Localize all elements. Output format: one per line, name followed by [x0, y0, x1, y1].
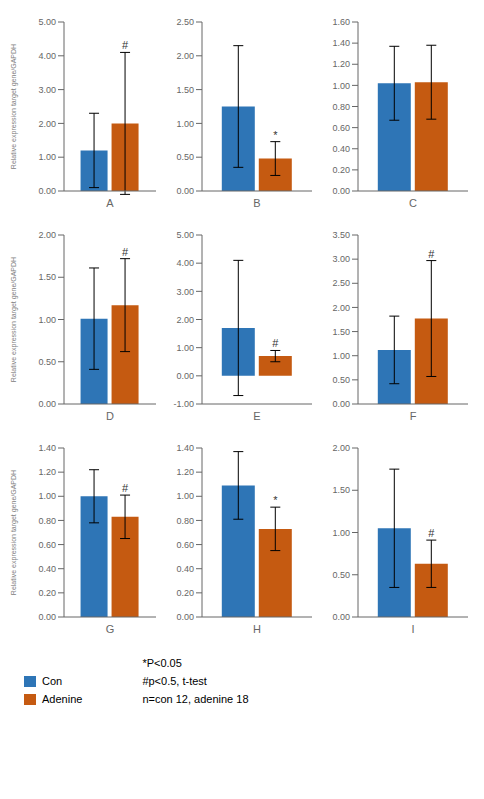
svg-text:0.50: 0.50 — [332, 570, 350, 580]
svg-text:1.00: 1.00 — [38, 315, 56, 325]
svg-text:0.40: 0.40 — [332, 144, 350, 154]
svg-text:1.00: 1.00 — [332, 81, 350, 91]
svg-text:0.20: 0.20 — [38, 588, 56, 598]
svg-text:D: D — [106, 410, 114, 422]
svg-text:0.80: 0.80 — [332, 102, 350, 112]
svg-text:1.00: 1.00 — [176, 343, 194, 353]
svg-text:H: H — [253, 623, 261, 635]
svg-text:0.20: 0.20 — [176, 588, 194, 598]
svg-text:1.50: 1.50 — [38, 272, 56, 282]
svg-text:3.50: 3.50 — [332, 230, 350, 240]
svg-text:1.00: 1.00 — [332, 528, 350, 538]
svg-text:5.00: 5.00 — [176, 230, 194, 240]
svg-text:1.50: 1.50 — [332, 327, 350, 337]
svg-text:F: F — [410, 410, 417, 422]
svg-text:2.00: 2.00 — [176, 51, 194, 61]
svg-text:3.00: 3.00 — [332, 254, 350, 264]
svg-text:Relative expression target gen: Relative expression target gene/GAPDH — [10, 44, 18, 169]
svg-text:2.50: 2.50 — [332, 278, 350, 288]
svg-text:1.00: 1.00 — [176, 119, 194, 129]
svg-text:3.00: 3.00 — [176, 287, 194, 297]
svg-text:2.00: 2.00 — [38, 230, 56, 240]
svg-text:0.00: 0.00 — [38, 399, 56, 409]
svg-text:0.50: 0.50 — [38, 357, 56, 367]
svg-text:1.00: 1.00 — [332, 351, 350, 361]
svg-text:0.00: 0.00 — [176, 186, 194, 196]
svg-text:4.00: 4.00 — [176, 258, 194, 268]
svg-text:1.20: 1.20 — [38, 467, 56, 477]
svg-text:0.00: 0.00 — [332, 399, 350, 409]
svg-text:Relative expression target gen: Relative expression target gene/GAPDH — [10, 470, 18, 595]
svg-text:0.60: 0.60 — [332, 123, 350, 133]
svg-text:1.00: 1.00 — [38, 491, 56, 501]
svg-text:4.00: 4.00 — [38, 51, 56, 61]
html-text:#p<0.5, t-test: #p<0.5, t-test — [142, 675, 207, 687]
svg-text:0.00: 0.00 — [176, 371, 194, 381]
svg-text:0.40: 0.40 — [38, 564, 56, 574]
svg-text:#: # — [272, 337, 279, 349]
svg-text:1.20: 1.20 — [332, 59, 350, 69]
svg-text:1.60: 1.60 — [332, 17, 350, 27]
svg-text:#: # — [428, 527, 435, 539]
svg-text:3.00: 3.00 — [38, 85, 56, 95]
html-text:n=con 12, adenine 18: n=con 12, adenine 18 — [142, 693, 249, 705]
svg-text:0.20: 0.20 — [332, 165, 350, 175]
svg-text:5.00: 5.00 — [38, 17, 56, 27]
svg-text:1.00: 1.00 — [38, 152, 56, 162]
svg-text:1.40: 1.40 — [332, 38, 350, 48]
svg-text:2.00: 2.00 — [176, 315, 194, 325]
svg-text:0.00: 0.00 — [332, 186, 350, 196]
svg-text:1.40: 1.40 — [38, 443, 56, 453]
svg-text:Relative expression target gen: Relative expression target gene/GAPDH — [10, 257, 18, 382]
svg-text:1.50: 1.50 — [176, 85, 194, 95]
svg-text:B: B — [253, 197, 260, 209]
svg-text:0.40: 0.40 — [176, 564, 194, 574]
svg-text:0.00: 0.00 — [38, 612, 56, 622]
svg-text:2.50: 2.50 — [176, 17, 194, 27]
svg-text:*: * — [273, 494, 278, 506]
svg-text:0.00: 0.00 — [176, 612, 194, 622]
svg-text:0.60: 0.60 — [38, 540, 56, 550]
svg-text:0.00: 0.00 — [332, 612, 350, 622]
html-text:Adenine: Adenine — [42, 693, 83, 705]
svg-text:C: C — [409, 197, 417, 209]
svg-text:0.50: 0.50 — [332, 375, 350, 385]
svg-text:I: I — [411, 623, 414, 635]
svg-text:#: # — [122, 39, 129, 51]
svg-text:G: G — [106, 623, 115, 635]
svg-text:*: * — [273, 129, 278, 141]
svg-text:1.20: 1.20 — [176, 467, 194, 477]
svg-text:#: # — [122, 246, 129, 258]
svg-text:0.60: 0.60 — [176, 540, 194, 550]
svg-text:2.00: 2.00 — [332, 443, 350, 453]
svg-text:0.80: 0.80 — [176, 516, 194, 526]
svg-text:#: # — [122, 482, 129, 494]
svg-text:0.00: 0.00 — [38, 186, 56, 196]
svg-text:A: A — [106, 197, 114, 209]
svg-text:2.00: 2.00 — [38, 119, 56, 129]
svg-text:-1.00: -1.00 — [173, 399, 194, 409]
svg-text:E: E — [253, 410, 260, 422]
html-text:Con: Con — [42, 675, 63, 687]
svg-text:#: # — [428, 248, 435, 260]
svg-text:1.40: 1.40 — [176, 443, 194, 453]
svg-text:0.80: 0.80 — [38, 516, 56, 526]
svg-text:1.00: 1.00 — [176, 491, 194, 501]
html-text:*P<0.05: *P<0.05 — [142, 657, 182, 669]
svg-text:1.50: 1.50 — [332, 485, 350, 495]
svg-text:2.00: 2.00 — [332, 303, 350, 313]
svg-text:0.50: 0.50 — [176, 152, 194, 162]
